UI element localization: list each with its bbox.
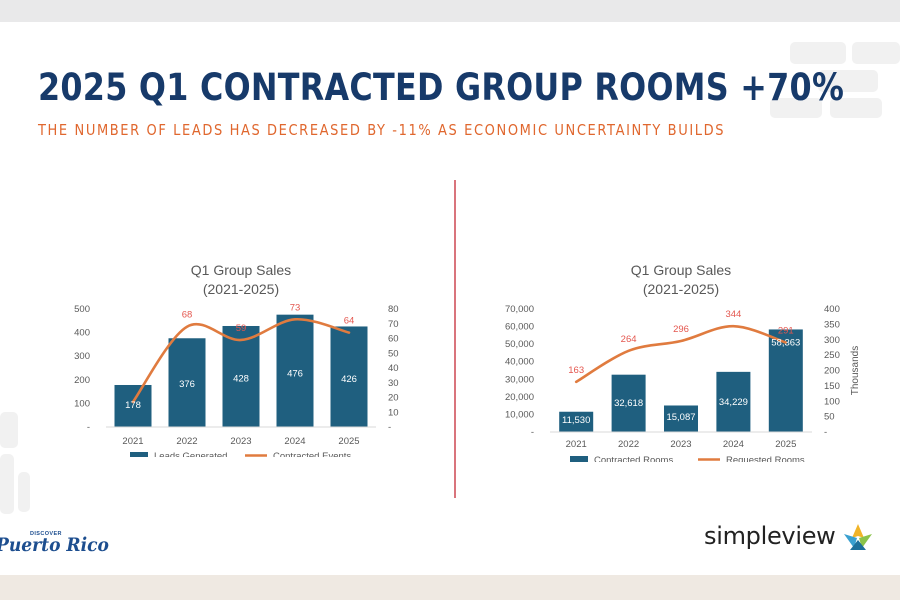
line-data-label: 73 [290,302,301,313]
y-tick-label: 200 [74,375,90,386]
bar-data-label: 32,618 [614,398,643,409]
y2-tick-label: 40 [388,363,399,374]
y-tick-label: 30,000 [505,374,534,385]
x-tick-label: 2024 [723,439,744,450]
simpleview-leaf-icon [844,524,872,550]
y2-tick-label: 20 [388,393,399,404]
discover-puerto-rico-logo: DISCOVER Puerto Rico [0,530,109,564]
line-data-label: 68 [182,310,193,321]
y-tick-label: 60,000 [505,322,534,333]
y2-tick-label: 350 [824,319,840,330]
browser-top-bar [0,0,900,23]
y-tick-label: 500 [74,304,90,315]
legend-swatch-bars [130,452,148,457]
simpleview-wordmark: simpleview [704,522,836,550]
y-tick-label: - [531,427,534,438]
bar [611,374,646,432]
x-tick-label: 2024 [284,436,305,447]
bar-data-label: 58,363 [771,337,800,348]
x-tick-label: 2023 [670,439,691,450]
y2-tick-label: 200 [824,366,840,377]
browser-bottom-bar [0,575,900,600]
slide-subtitle: THE NUMBER OF LEADS HAS DECREASED BY -11… [38,121,726,139]
x-tick-label: 2025 [775,439,796,450]
bar [276,314,314,427]
chart-subtitle: (2021-2025) [203,281,279,297]
rooms-chart: Q1 Group Sales (2021-2025) - 10,000 20,000 30… [490,227,880,462]
simpleview-logo: simpleview [704,520,880,560]
y-tick-label: - [87,422,90,433]
line-data-label: 64 [344,316,355,327]
y-tick-label: 50,000 [505,339,534,350]
y-tick-label: 100 [74,398,90,409]
y-tick-label: 70,000 [505,304,534,315]
bar-data-label: 376 [179,379,195,390]
y2-tick-label: - [388,422,391,433]
line-data-label: 344 [725,309,741,320]
bar-data-label: 34,229 [719,397,748,408]
bar [664,405,698,432]
y-tick-label: 400 [74,328,90,339]
line-data-label: 296 [673,324,689,335]
y2-tick-label: 60 [388,334,399,345]
y-tick-label: 10,000 [505,409,534,420]
bar-data-label: 428 [233,374,249,385]
bar-data-label: 11,530 [562,415,590,426]
chart-title: Q1 Group Sales [631,262,731,278]
line-data-label: 163 [568,365,584,376]
y2-axis-label: Thousands [850,346,861,395]
logo-small-text: DISCOVER [30,531,62,537]
y2-tick-label: - [824,427,827,438]
y2-tick-label: 100 [824,396,840,407]
x-tick-label: 2023 [230,436,251,447]
bar-data-label: 15,087 [666,412,695,423]
y-tick-label: 300 [74,351,90,362]
line-data-label: 291 [778,326,794,337]
x-tick-label: 2021 [566,439,587,450]
legend-swatch-bars [570,456,588,462]
bar [222,325,260,427]
y2-tick-label: 10 [388,407,399,418]
y2-tick-label: 30 [388,378,399,389]
y2-tick-label: 250 [824,350,840,361]
bar [168,338,206,427]
bar [768,329,803,432]
y2-tick-label: 80 [388,304,399,315]
bar-data-label: 178 [125,400,141,411]
y-tick-label: 20,000 [505,392,534,403]
y2-tick-label: 50 [388,348,399,359]
slide: 2025 Q1 CONTRACTED GROUP ROOMS +70% THE … [0,22,900,575]
bar [716,371,751,432]
y2-tick-label: 300 [824,335,840,346]
chart-title: Q1 Group Sales [191,262,291,278]
bar-data-label: 426 [341,374,357,385]
line-data-label: 59 [236,323,247,334]
bar [559,411,594,432]
y2-tick-label: 50 [824,412,835,423]
y2-tick-label: 400 [824,304,840,315]
bar [330,326,368,427]
y-tick-label: 40,000 [505,357,534,368]
legend-label-line: Contracted Events [273,451,351,457]
legend-label-bars: Leads Generated [154,451,227,457]
logo-main-text: Puerto Rico [0,534,109,556]
x-tick-label: 2022 [176,436,197,447]
chart-subtitle: (2021-2025) [643,281,719,297]
series-line [131,318,351,404]
slide-title: 2025 Q1 CONTRACTED GROUP ROOMS +70% [38,66,845,109]
y2-tick-label: 70 [388,319,399,330]
legend-label-line: Requested Rooms [726,455,805,462]
line-data-label: 264 [621,334,637,345]
series-line [574,324,788,384]
x-tick-label: 2021 [122,436,143,447]
x-tick-label: 2022 [618,439,639,450]
y2-tick-label: 150 [824,381,840,392]
legend-label-bars: Contracted Rooms [594,455,673,462]
leads-events-chart: Q1 Group Sales (2021-2025) - 100 200 300 400 50… [50,227,430,457]
bar-data-label: 476 [287,368,303,379]
bar [114,384,152,427]
chart-divider [454,180,456,498]
x-tick-label: 2025 [338,436,359,447]
